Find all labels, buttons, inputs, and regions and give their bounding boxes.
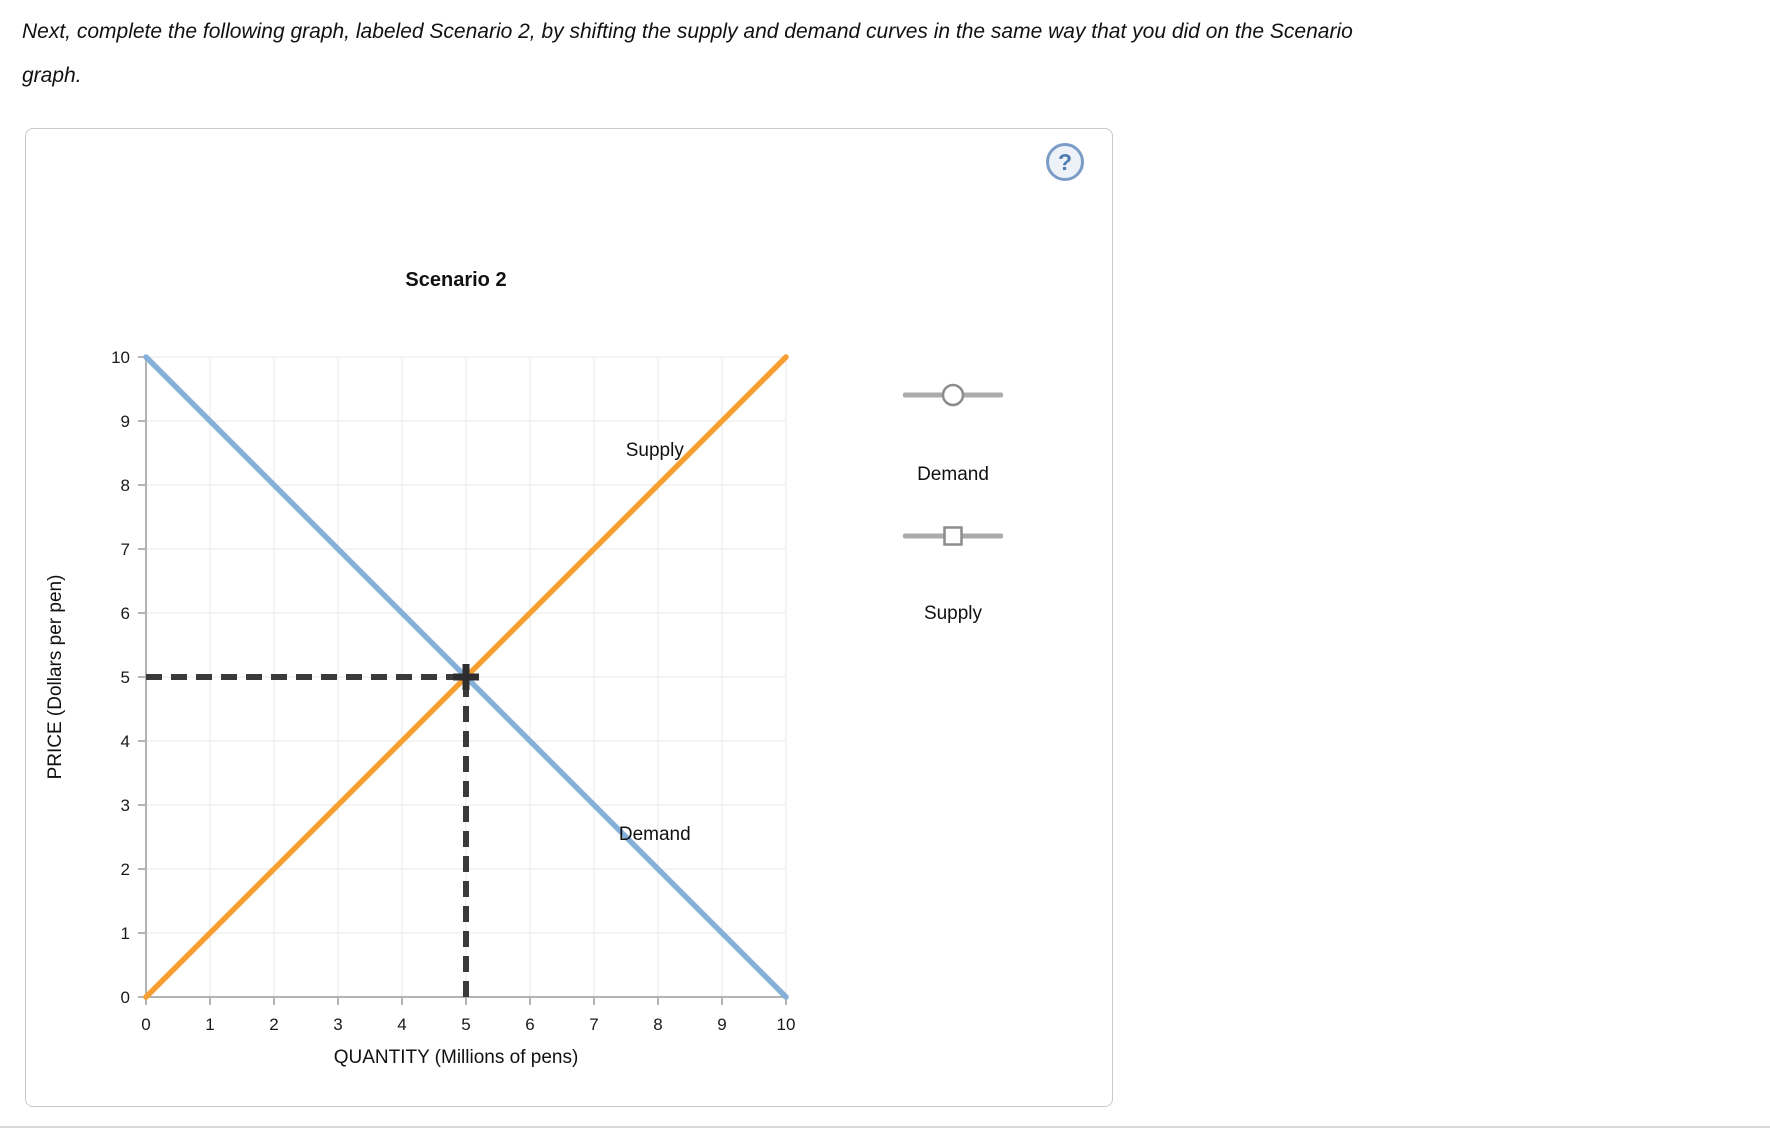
svg-text:3: 3	[333, 1015, 342, 1034]
svg-text:4: 4	[121, 732, 130, 751]
svg-text:2: 2	[269, 1015, 278, 1034]
svg-text:1: 1	[121, 924, 130, 943]
y-axis-label: PRICE (Dollars per pen)	[45, 574, 66, 780]
circle-handle-icon[interactable]	[941, 383, 965, 407]
svg-text:8: 8	[121, 476, 130, 495]
svg-text:10: 10	[777, 1015, 796, 1034]
demand-tool-label: Demand	[917, 464, 989, 485]
svg-text:1: 1	[205, 1015, 214, 1034]
svg-text:Demand: Demand	[619, 824, 691, 845]
svg-text:6: 6	[525, 1015, 534, 1034]
svg-text:Supply: Supply	[626, 440, 685, 461]
svg-text:2: 2	[121, 860, 130, 879]
chart-title: Scenario 2	[405, 269, 507, 291]
square-handle-icon[interactable]	[943, 526, 963, 546]
section-divider	[0, 1126, 1770, 1128]
svg-text:5: 5	[461, 1015, 470, 1034]
svg-text:4: 4	[397, 1015, 406, 1034]
x-axis-label: QUANTITY (Millions of pens)	[333, 1047, 579, 1068]
svg-text:5: 5	[121, 668, 130, 687]
instruction-line-1: Next, complete the following graph, labe…	[22, 20, 1353, 43]
svg-text:7: 7	[589, 1015, 598, 1034]
help-icon[interactable]: ?	[1046, 143, 1084, 181]
supply-curve-tool[interactable]: Supply	[902, 524, 1004, 625]
instruction-text: Next, complete the following graph, labe…	[22, 10, 1770, 98]
svg-text:3: 3	[121, 796, 130, 815]
svg-text:10: 10	[111, 348, 130, 367]
demand-curve-tool[interactable]: Demand	[902, 383, 1004, 486]
svg-text:9: 9	[717, 1015, 726, 1034]
graph-panel: ? Scenario 2 PRICE (Dollars per pen) 0 1 2…	[25, 128, 1113, 1107]
svg-text:9: 9	[121, 412, 130, 431]
svg-text:0: 0	[141, 1015, 150, 1034]
svg-text:0: 0	[121, 988, 130, 1007]
svg-text:8: 8	[653, 1015, 662, 1034]
svg-text:6: 6	[121, 604, 130, 623]
demand-slider-icon[interactable]	[902, 383, 1004, 407]
supply-tool-label: Supply	[923, 603, 983, 624]
chart-canvas[interactable]: 0 1 2 3 4 5 6 7 8 9 10 0 1 2 3 4 5 6 7 8 9 10 Demand Supply	[101, 345, 811, 1045]
supply-slider-icon[interactable]	[902, 524, 1004, 548]
svg-text:7: 7	[121, 540, 130, 559]
instruction-line-2: graph.	[22, 64, 82, 87]
